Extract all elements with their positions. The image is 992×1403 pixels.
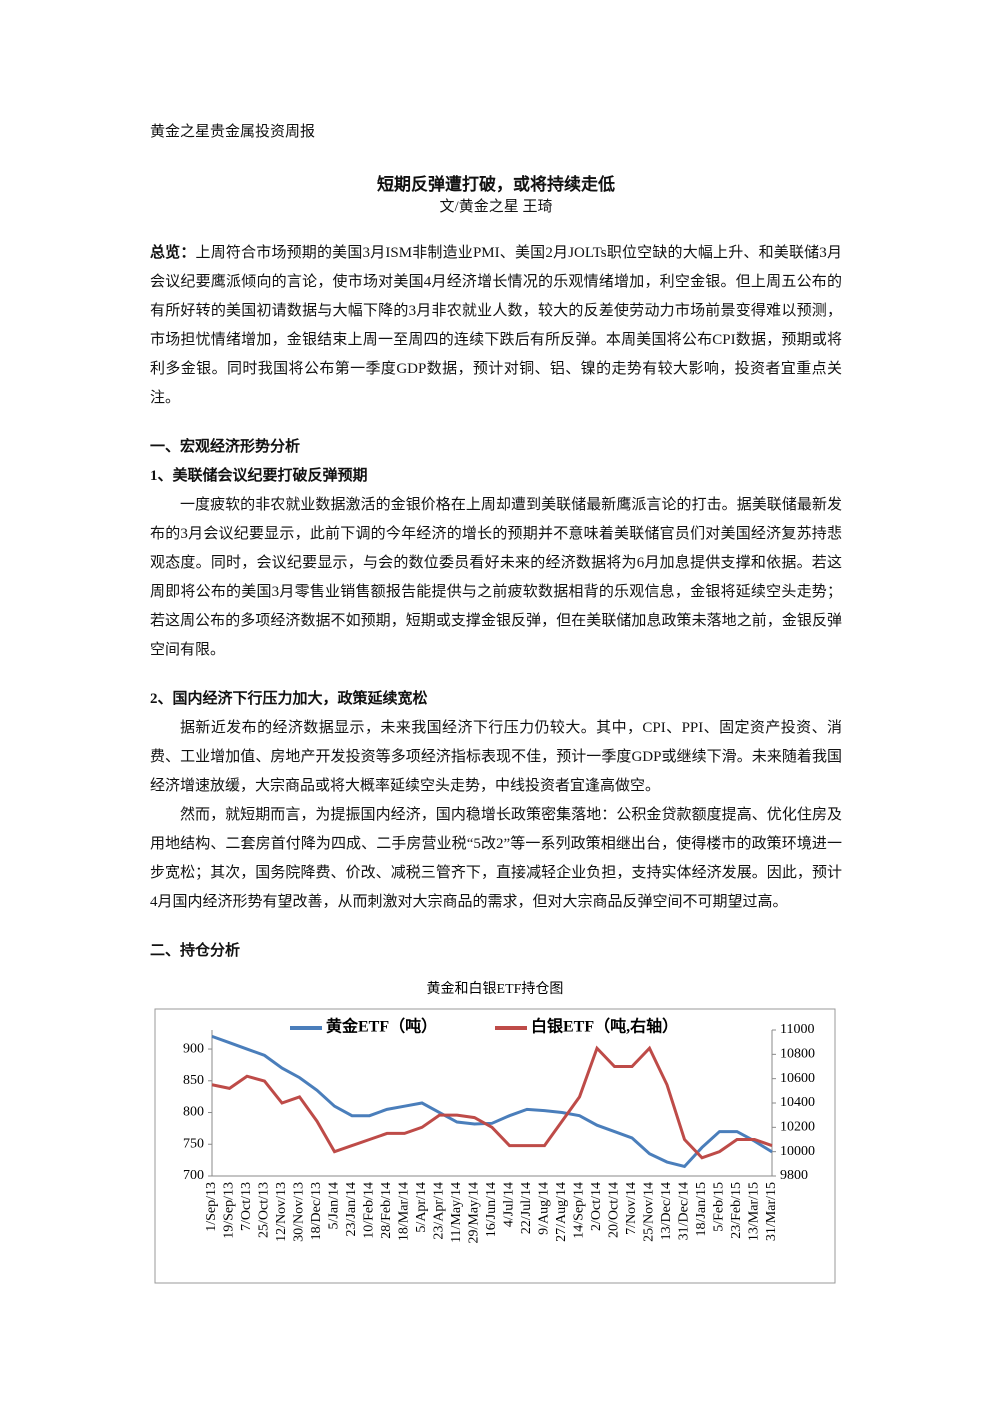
x-tick-label: 18/Dec/13	[309, 1182, 324, 1240]
x-tick-label: 5/Feb/15	[712, 1182, 727, 1232]
x-tick-label: 5/Jan/14	[327, 1182, 342, 1229]
paragraph: 然而，就短期而言，为提振国内经济，国内稳增长政策密集落地：公积金贷款额度提高、优…	[150, 807, 842, 910]
chart-title: 黄金和白银ETF持仓图	[427, 980, 564, 997]
section-heading: 二、持仓分析	[150, 943, 241, 959]
subsection-heading: 1、美联储会议纪要打破反弹预期	[150, 468, 368, 484]
y-tick-label: 700	[183, 1168, 204, 1183]
x-tick-label: 28/Feb/14	[379, 1182, 394, 1239]
x-tick-label: 18/Jan/15	[694, 1182, 709, 1236]
x-tick-label: 13/Dec/14	[659, 1182, 674, 1240]
y2-tick-label: 10600	[780, 1071, 815, 1086]
x-tick-label: 23/Jan/14	[344, 1182, 359, 1236]
document: 黄金之星贵金属投资周报 短期反弹遭打破，或将持续走低 文/黄金之星 王琦 总览：…	[150, 118, 842, 966]
y2-tick-label: 10200	[780, 1120, 815, 1135]
header: 黄金之星贵金属投资周报	[150, 124, 316, 140]
x-tick-label: 22/Jul/14	[519, 1182, 534, 1234]
x-tick-label: 9/Aug/14	[537, 1182, 552, 1235]
chart-frame	[154, 1008, 836, 1284]
x-tick-label: 14/Sep/14	[572, 1182, 587, 1239]
y-tick-label: 900	[183, 1041, 204, 1056]
y-tick-label: 850	[183, 1073, 204, 1088]
y-tick-label: 800	[183, 1105, 204, 1120]
subsection-heading: 2、国内经济下行压力加大，政策延续宽松	[150, 691, 428, 707]
overview-label: 总览：	[150, 245, 196, 261]
x-tick-label: 4/Jul/14	[502, 1182, 517, 1227]
x-tick-label: 7/Oct/13	[239, 1182, 254, 1231]
y2-tick-label: 10400	[780, 1095, 815, 1110]
x-tick-label: 12/Nov/13	[274, 1182, 289, 1242]
y2-tick-label: 11000	[780, 1022, 814, 1037]
series-line	[211, 1045, 773, 1160]
overview-text: 上周符合市场预期的美国3月ISM非制造业PMI、美国2月JOLTs职位空缺的大幅…	[150, 245, 842, 406]
x-tick-label: 23/Apr/14	[432, 1182, 447, 1240]
x-tick-label: 16/Jun/14	[484, 1182, 499, 1237]
x-tick-label: 18/Mar/14	[397, 1182, 412, 1241]
y-tick-label: 750	[183, 1136, 204, 1151]
x-tick-label: 2/Oct/14	[589, 1182, 604, 1231]
title: 短期反弹遭打破，或将持续走低	[377, 175, 615, 194]
x-tick-label: 7/Nov/14	[624, 1182, 639, 1235]
x-tick-label: 30/Nov/13	[292, 1182, 307, 1242]
x-tick-label: 1/Sep/13	[204, 1182, 219, 1232]
legend-label: 白银ETF（吨,右轴）	[531, 1017, 678, 1036]
y2-tick-label: 9800	[780, 1168, 808, 1183]
series-line	[211, 1034, 773, 1169]
x-tick-label: 23/Feb/15	[729, 1182, 744, 1239]
x-tick-label: 19/Sep/13	[222, 1182, 237, 1239]
x-tick-label: 13/Mar/15	[747, 1182, 762, 1241]
y2-tick-label: 10800	[780, 1047, 815, 1062]
paragraph: 据新近发布的经济数据显示，未来我国经济下行压力仍较大。其中，CPI、PPI、固定…	[150, 720, 842, 794]
paragraph: 一度疲软的非农就业数据激活的金银价格在上周却遭到美联储最新鹰派言论的打击。据美联…	[150, 497, 842, 658]
overview: 总览：上周符合市场预期的美国3月ISM非制造业PMI、美国2月JOLTs职位空缺…	[150, 239, 842, 413]
x-tick-label: 31/Dec/14	[677, 1182, 692, 1240]
x-tick-label: 31/Mar/15	[764, 1182, 779, 1241]
x-tick-label: 20/Oct/14	[607, 1182, 622, 1238]
y2-tick-label: 10000	[780, 1144, 815, 1159]
x-tick-label: 5/Apr/14	[414, 1182, 429, 1233]
x-tick-label: 29/May/14	[467, 1182, 482, 1243]
legend-label: 黄金ETF（吨）	[326, 1017, 437, 1036]
x-tick-label: 27/Aug/14	[554, 1182, 569, 1242]
x-tick-label: 10/Feb/14	[362, 1182, 377, 1239]
x-tick-label: 25/Nov/14	[642, 1182, 657, 1242]
x-tick-label: 11/May/14	[449, 1182, 464, 1243]
byline: 文/黄金之星 王琦	[439, 199, 553, 215]
x-tick-label: 25/Oct/13	[257, 1182, 272, 1238]
section-heading: 一、宏观经济形势分析	[150, 439, 301, 455]
